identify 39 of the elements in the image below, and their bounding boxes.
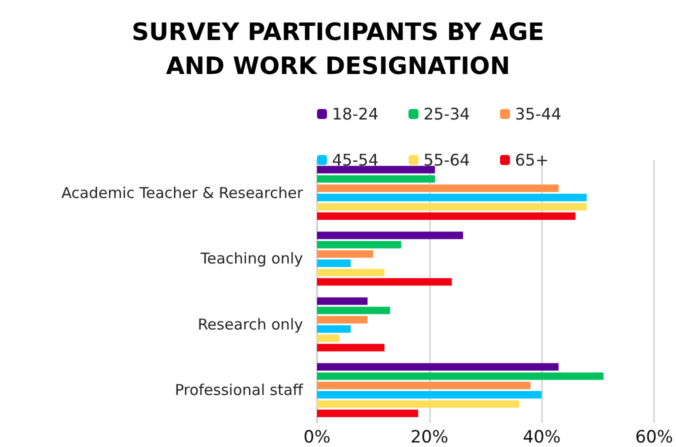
bar (317, 334, 340, 342)
bar (317, 410, 418, 418)
bar (317, 250, 374, 258)
bar (317, 203, 587, 211)
legend-label: 65+ (514, 150, 549, 170)
bar (317, 391, 542, 398)
bar (317, 260, 351, 267)
chart-title: SURVEY PARTICIPANTS BY AGE AND WORK DESIGNATION (132, 18, 544, 80)
bar (317, 325, 351, 333)
y-tick-label: Teaching only (200, 250, 304, 268)
bar (317, 212, 576, 220)
bar (317, 175, 435, 183)
x-tick-label: 40% (522, 428, 561, 447)
bar (317, 363, 559, 371)
legend-label: 55-64 (423, 150, 470, 170)
legend-label: 35-44 (514, 104, 562, 124)
bar (317, 194, 587, 202)
x-tick-label: 0% (304, 428, 330, 447)
y-tick-label: Academic Teacher & Researcher (61, 184, 304, 202)
x-tick-label: 20% (410, 428, 448, 447)
legend-label: 25-34 (423, 104, 470, 124)
bar (317, 297, 368, 305)
bar (317, 344, 384, 352)
y-tick-label: Research only (198, 315, 304, 334)
bar (317, 240, 402, 248)
x-tick-label: 60% (635, 428, 674, 447)
bar (317, 316, 368, 324)
bar (317, 400, 520, 408)
bar (317, 372, 604, 380)
bar (317, 306, 390, 314)
bar (317, 278, 452, 286)
y-tick-label: Professional staff (174, 381, 304, 400)
legend-label: 45-54 (332, 150, 378, 170)
legend-label: 18-24 (332, 104, 378, 124)
bar (317, 166, 435, 174)
bar (317, 382, 530, 390)
bar (317, 268, 384, 276)
bar (317, 184, 559, 192)
bar (317, 232, 464, 240)
